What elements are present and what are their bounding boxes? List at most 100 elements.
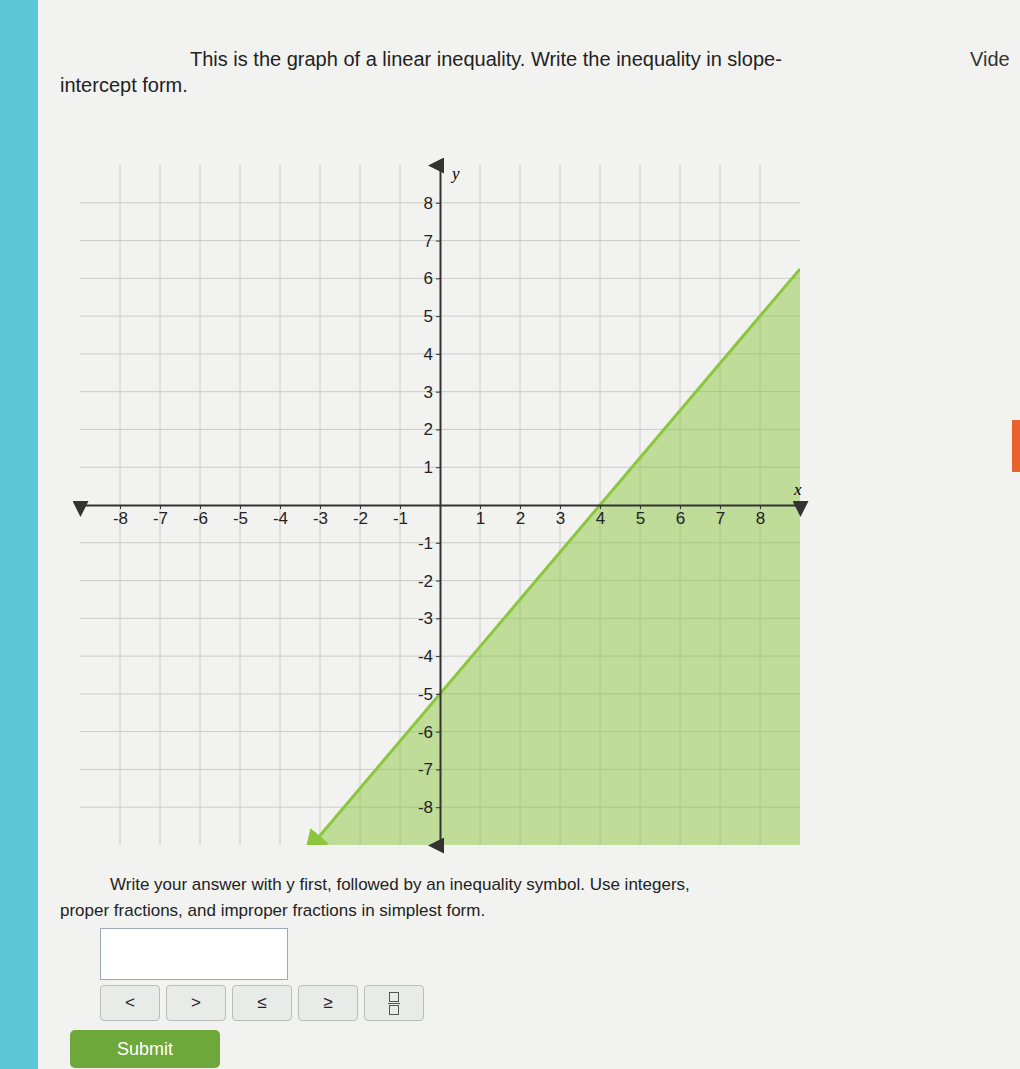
tick: 4 <box>596 505 605 528</box>
tick: 7 <box>716 505 725 528</box>
tick: -1 <box>418 534 440 553</box>
side-stripe <box>0 0 38 1069</box>
tick-label: -8 <box>418 798 433 817</box>
tick-label: -7 <box>418 760 433 779</box>
tick-label: 4 <box>596 509 605 528</box>
tick-mark <box>436 807 440 808</box>
tick: 4 <box>424 345 440 364</box>
tick-label: 7 <box>716 509 725 528</box>
tick-label: -3 <box>418 609 433 628</box>
tick-label: 4 <box>424 345 433 364</box>
tick-label: 6 <box>676 509 685 528</box>
tick-mark <box>436 278 440 279</box>
tick-label: 7 <box>424 231 433 250</box>
y-axis-label: y <box>450 164 460 183</box>
chart: -8 -7 -6 -5 -4 -3 -2 -1 1 2 3 4 5 6 7 8 -8 -7 -6 -5 -4 -3 -2 -1… <box>0 0 1020 860</box>
tick: 5 <box>636 505 645 528</box>
symbol-button[interactable]: ≥ <box>298 985 358 1021</box>
answer-input[interactable] <box>100 928 288 980</box>
submit-button[interactable]: Submit <box>70 1030 220 1068</box>
tick-label: -1 <box>393 509 408 528</box>
tick-mark <box>436 241 440 242</box>
tick: -5 <box>233 505 248 528</box>
tick-label: -7 <box>153 509 168 528</box>
question-text: intercept form. <box>60 72 188 98</box>
tick-mark <box>436 203 440 204</box>
tick-mark <box>436 581 440 582</box>
tick: 2 <box>516 505 525 528</box>
tick: 1 <box>424 458 440 477</box>
tick-label: -2 <box>353 509 368 528</box>
tick-label: -6 <box>418 723 433 742</box>
tick-label: 5 <box>424 307 433 326</box>
y-axis: -8 -7 -6 -5 -4 -3 -2 -1 1 2 3 4 5 6 7 8 <box>418 166 441 846</box>
tick: -2 <box>353 505 368 528</box>
tick: 5 <box>424 307 440 326</box>
tick-label: 2 <box>516 509 525 528</box>
tick-label: -2 <box>418 571 433 590</box>
tick: -2 <box>418 571 440 590</box>
tick-mark <box>436 316 440 317</box>
tick: -8 <box>113 505 128 528</box>
tick: -7 <box>153 505 168 528</box>
tick-mark <box>436 618 440 619</box>
tick-label: 8 <box>756 509 765 528</box>
tick: -6 <box>193 505 208 528</box>
tick-label: -8 <box>113 509 128 528</box>
tick-mark <box>436 467 440 468</box>
tick: 6 <box>676 505 685 528</box>
tick-label: 1 <box>476 509 485 528</box>
tick-label: -4 <box>418 647 433 666</box>
tick: 3 <box>424 383 440 402</box>
tick-mark <box>436 429 440 430</box>
tick: 6 <box>424 269 440 288</box>
tick: -3 <box>313 505 328 528</box>
tick: -4 <box>273 505 288 528</box>
tick: 3 <box>556 505 565 528</box>
tick: -5 <box>418 685 440 704</box>
tick-label: 3 <box>556 509 565 528</box>
question-text: This is the graph of a linear inequality… <box>190 46 782 72</box>
tick: -3 <box>418 609 440 628</box>
axis-line <box>436 166 441 846</box>
video-link[interactable]: Vide <box>970 48 1010 71</box>
tick-label: -4 <box>273 509 288 528</box>
tick-mark <box>436 769 440 770</box>
tick-label: 5 <box>636 509 645 528</box>
plot-marks <box>312 269 800 845</box>
boundary-line <box>312 269 800 845</box>
tick: -4 <box>418 647 440 666</box>
tick-label: -3 <box>313 509 328 528</box>
tick-mark <box>436 392 440 393</box>
tick-label: -6 <box>193 509 208 528</box>
instruction-text: proper fractions, and improper fractions… <box>60 898 485 924</box>
tick-mark <box>436 656 440 657</box>
tick-label: -5 <box>418 685 433 704</box>
tick-mark <box>436 543 440 544</box>
fraction-button[interactable] <box>364 985 424 1021</box>
tick-label: -1 <box>418 534 433 553</box>
tick-label: 6 <box>424 269 433 288</box>
tick-label: 3 <box>424 383 433 402</box>
tick: -6 <box>418 723 440 742</box>
tick-label: 2 <box>424 420 433 439</box>
side-tab <box>1012 420 1020 472</box>
tick: 8 <box>424 194 440 213</box>
tick: -1 <box>393 505 408 528</box>
tick-label: 1 <box>424 458 433 477</box>
symbol-button[interactable]: ≤ <box>232 985 292 1021</box>
tick-mark <box>436 354 440 355</box>
tick-mark <box>436 732 440 733</box>
shaded-region <box>312 269 800 845</box>
instruction-text: Write your answer with y first, followed… <box>110 872 690 898</box>
tick-mark <box>436 694 440 695</box>
grid <box>80 165 800 845</box>
symbol-button[interactable]: > <box>166 985 226 1021</box>
tick-label: -5 <box>233 509 248 528</box>
tick: -7 <box>418 760 440 779</box>
tick-label: 8 <box>424 194 433 213</box>
tick: -8 <box>418 798 440 817</box>
symbol-button[interactable]: < <box>100 985 160 1021</box>
tick: 8 <box>756 505 765 528</box>
tick: 1 <box>476 505 485 528</box>
